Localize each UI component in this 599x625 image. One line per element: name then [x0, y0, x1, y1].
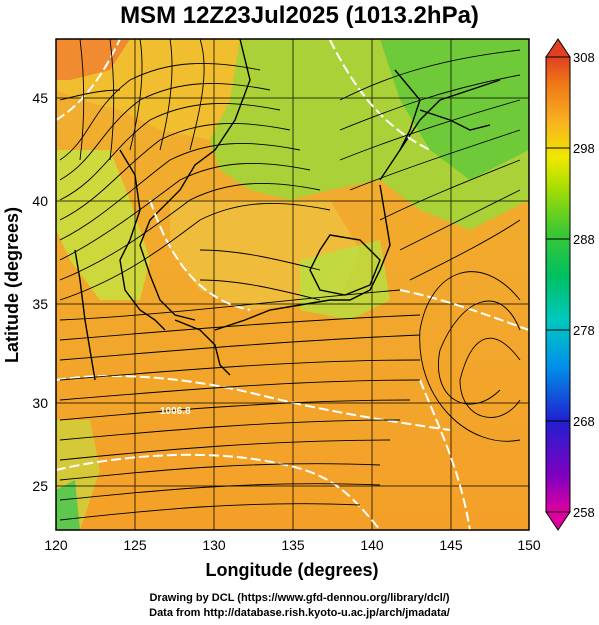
- credit-data-source: Data from http://database.rish.kyoto-u.a…: [149, 607, 450, 619]
- colorbar-tick-label: 258: [573, 505, 595, 520]
- isobars: [56, 39, 529, 530]
- x-tick-label: 125: [123, 537, 147, 553]
- y-tick-label: 40: [32, 193, 48, 209]
- y-tick-label: 35: [32, 296, 48, 312]
- x-tick-label: 140: [360, 537, 384, 553]
- map-title: MSM 12Z23Jul2025 (1013.2hPa): [120, 2, 479, 29]
- x-axis: 120 125 130 135 140 145 150 Longitude (d…: [44, 537, 541, 580]
- x-tick-label: 135: [281, 537, 305, 553]
- x-tick-label: 130: [202, 537, 226, 553]
- x-axis-label: Longitude (degrees): [205, 560, 378, 580]
- colorbar: 308 298 288 278 268 258: [545, 38, 595, 531]
- y-axis: 25 30 35 40 45 Latitude (degrees): [2, 90, 48, 494]
- x-tick-label: 120: [44, 537, 68, 553]
- y-axis-label: Latitude (degrees): [2, 207, 22, 363]
- colorbar-tick-label: 278: [573, 323, 595, 338]
- y-tick-label: 25: [32, 478, 48, 494]
- colorbar-bottom-arrow: [545, 511, 571, 531]
- y-tick-label: 30: [32, 395, 48, 411]
- colorbar-tick-label: 298: [573, 141, 595, 156]
- plot-frame: [55, 38, 530, 531]
- colorbar-tick-label: 308: [573, 50, 595, 65]
- colorbar-top-arrow: [545, 38, 571, 58]
- x-tick-label: 150: [517, 537, 541, 553]
- x-tick-label: 145: [439, 537, 463, 553]
- y-tick-label: 45: [32, 90, 48, 106]
- lat-lon-grid: [56, 39, 529, 530]
- wind-streamlines: [59, 39, 521, 521]
- coastline: [74, 39, 501, 381]
- colorbar-scale: [545, 56, 571, 513]
- isobar-label: 1006.8: [160, 406, 191, 417]
- colorbar-tick-label: 288: [573, 232, 595, 247]
- colorbar-tick-label: 268: [573, 414, 595, 429]
- credit-drawing: Drawing by DCL (https://www.gfd-dennou.o…: [149, 592, 450, 604]
